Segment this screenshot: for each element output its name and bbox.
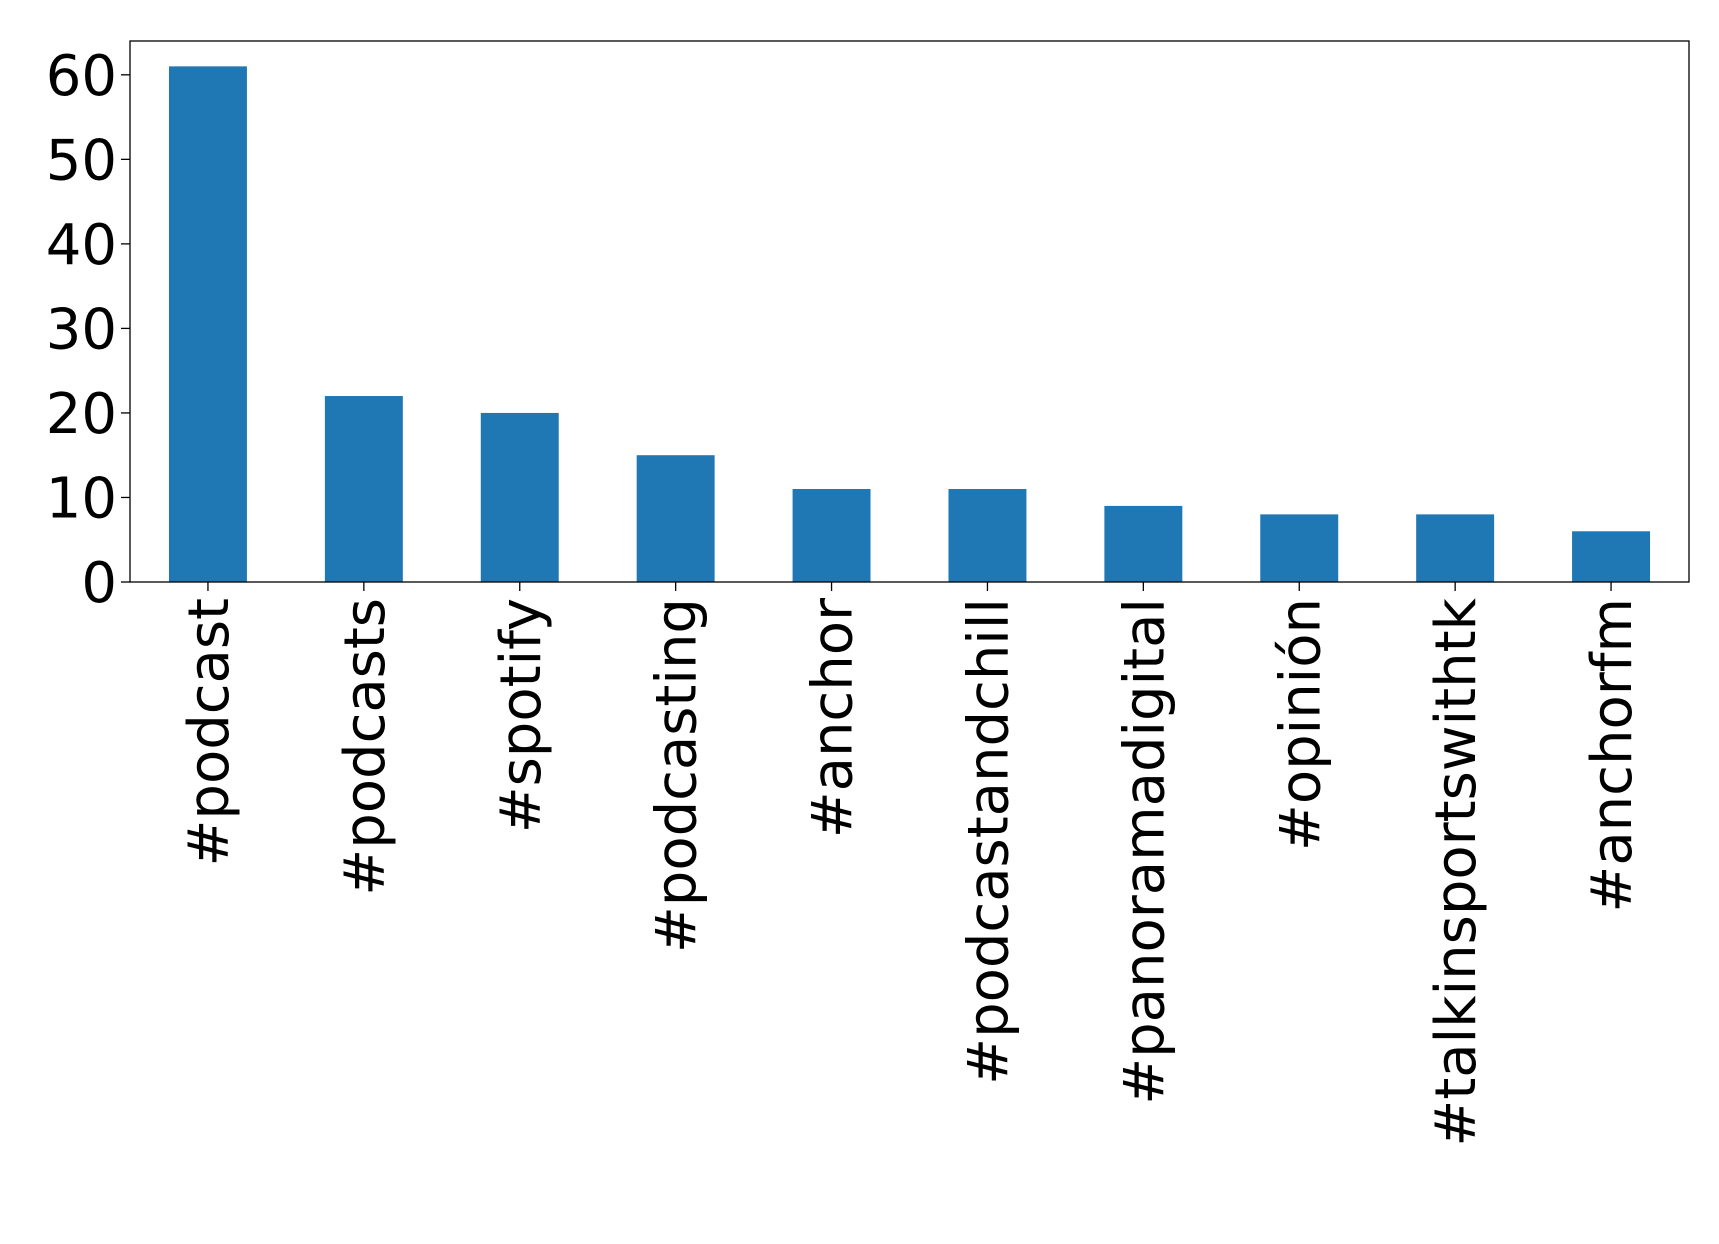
bar [1260, 514, 1339, 582]
x-tick-label: #podcasts [333, 598, 398, 896]
y-tick-label: 40 [46, 213, 117, 278]
bar [324, 396, 403, 582]
x-axis: #podcast #podcasts #spotify #podcasting #anc… [177, 582, 1645, 1147]
x-tick-label: #podcast [177, 598, 242, 867]
bar [1572, 531, 1651, 582]
bar [168, 66, 247, 582]
y-tick-label: 0 [81, 551, 117, 616]
x-tick-label: #opinión [1268, 598, 1333, 851]
y-axis: 0 10 20 30 40 50 60 [46, 44, 130, 616]
x-tick-label: #spotify [489, 598, 554, 833]
x-tick-label: #podcasting [645, 598, 710, 953]
x-tick-label: #podcastandchill [956, 598, 1021, 1085]
y-tick-label: 10 [46, 466, 117, 531]
bars-group [168, 66, 1651, 582]
bar [1416, 514, 1495, 582]
bar [636, 455, 715, 582]
bar [948, 489, 1027, 582]
bar [1104, 505, 1183, 582]
x-tick-label: #talkinsportswithtk [1424, 597, 1489, 1146]
bar [480, 412, 559, 582]
y-tick-label: 30 [46, 297, 117, 362]
x-tick-label: #anchorfm [1580, 598, 1645, 913]
y-tick-label: 60 [46, 44, 117, 109]
bar [792, 489, 871, 582]
plot-area-frame [129, 40, 1690, 583]
x-tick-label: #anchor [801, 597, 866, 838]
y-tick-label: 50 [46, 128, 117, 193]
y-tick-label: 20 [46, 382, 117, 447]
x-tick-label: #panoramadigital [1112, 598, 1177, 1105]
